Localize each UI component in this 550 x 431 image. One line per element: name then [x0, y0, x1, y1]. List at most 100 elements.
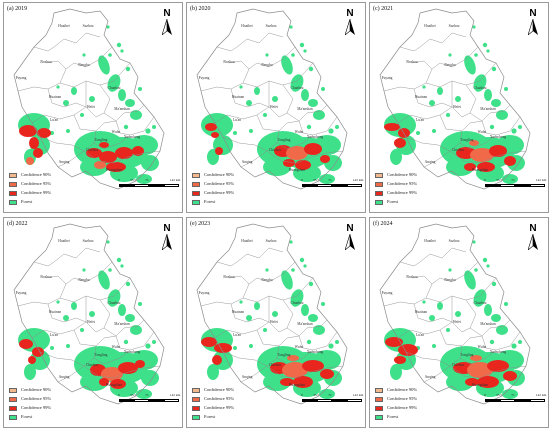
city-label: Bengbu [78, 63, 89, 67]
province-map: Huaibei Suzhou Bozhou Bengbu Fuyang Huainan Ch… [13, 8, 165, 190]
hotspot-patch [477, 376, 499, 388]
legend-item: Confidence 95% [9, 180, 79, 189]
forest-patch [239, 300, 243, 304]
scale-tick-label: 35.5 [312, 178, 320, 182]
city-label: Fuyang [382, 76, 393, 80]
city-border [33, 261, 55, 267]
north-label: N [163, 223, 171, 234]
scale-bar: 0 35.5 71 142 km [118, 178, 180, 192]
legend-label: Confidence 99% [21, 190, 52, 196]
forest-patch [289, 25, 293, 29]
north-arrow-icon: N [526, 224, 540, 250]
scale-segment [119, 184, 134, 187]
forest-patch [321, 87, 325, 91]
forest-patch [272, 96, 278, 102]
hotspot-patch [487, 360, 509, 372]
forest-patch [82, 268, 86, 272]
north-label: N [346, 223, 354, 234]
scale-segment [119, 399, 134, 402]
city-label: Ma'anshan [297, 322, 313, 326]
panel-title: (f) 2024 [373, 221, 393, 227]
scale-segment [332, 184, 347, 187]
city-label: Xuancheng [490, 135, 507, 139]
hotspot-patch [489, 145, 507, 157]
hotspot-patch [135, 360, 145, 368]
scale-tick-label: 35.5 [129, 393, 137, 397]
legend-swatch [375, 200, 383, 205]
legend-label: Confidence 95% [387, 396, 418, 402]
north-arrow-icon: N [160, 9, 174, 35]
hotspot-patch [115, 147, 133, 159]
hotspot-patch [94, 161, 106, 169]
forest-patch [319, 174, 335, 184]
map-panel-2021: Huaibei Suzhou Bozhou Bengbu Fuyang Huainan Ch… [369, 2, 549, 213]
city-border [45, 46, 113, 70]
city-label: Huangshan [106, 383, 122, 387]
scale-segment [332, 399, 347, 402]
legend-item: Forest [192, 413, 262, 422]
forest-patch [416, 131, 420, 135]
legend-swatch [192, 173, 200, 178]
city-border [57, 365, 85, 383]
scale-segment [530, 399, 545, 402]
city-label: Suzhou [266, 24, 277, 28]
forest-patch [496, 110, 508, 120]
city-border [240, 365, 268, 383]
city-border [73, 114, 117, 132]
hotspot-patch [398, 344, 418, 356]
hotspot-patch [132, 146, 144, 156]
forest-patch [472, 25, 476, 29]
city-label: Bozhou [40, 60, 51, 64]
forest-patch [432, 129, 436, 133]
hotspot-patch [394, 138, 406, 148]
legend-swatch [192, 406, 200, 411]
city-label: Chuzhou [291, 301, 304, 305]
forest-patch [464, 270, 476, 290]
forest-patch [502, 174, 518, 184]
forest-patch [390, 149, 402, 165]
forest-patch [446, 113, 450, 117]
hotspot-patch [320, 155, 330, 163]
scale-tick-label: 71 [328, 178, 332, 182]
city-border [256, 329, 300, 347]
map-legend: Confidence 90% Confidence 95% Confidence 9… [9, 386, 79, 422]
city-boundaries [13, 223, 165, 405]
city-label: Bozhou [223, 60, 234, 64]
city-label: Fuyang [199, 291, 210, 295]
legend-item: Forest [192, 198, 262, 207]
hotspot-patch [470, 148, 494, 162]
city-border [276, 130, 314, 150]
forest-patch [308, 281, 314, 287]
forest-patch [308, 66, 314, 72]
panel-title: (c) 2021 [373, 6, 394, 12]
city-label: Bengbu [78, 278, 89, 282]
city-label: Lu'an [233, 118, 241, 122]
forest-patch [319, 389, 335, 399]
city-border [405, 351, 461, 367]
city-label: Huaibei [241, 239, 252, 243]
legend-label: Confidence 95% [204, 181, 235, 187]
forest-patch [518, 340, 522, 344]
city-border [31, 106, 87, 124]
city-border [59, 62, 131, 88]
city-label: Chizhou [86, 363, 98, 367]
scale-tick-label: 71 [511, 393, 515, 397]
city-border [423, 150, 451, 168]
legend-item: Confidence 90% [192, 171, 262, 180]
forest-patch [98, 55, 110, 75]
city-border [85, 296, 105, 333]
north-label: N [346, 8, 354, 19]
forest-patch [511, 128, 517, 134]
hotspot-patch [33, 148, 43, 158]
hotspot-patch [394, 356, 406, 364]
forest-patch [474, 53, 478, 57]
hotspot-patch [295, 160, 311, 170]
forest-patch [89, 311, 95, 317]
city-label: Anqing [242, 160, 253, 164]
forest-patch [422, 300, 426, 304]
forest-patch [455, 96, 461, 102]
forest-patch [254, 302, 260, 310]
city-border [228, 46, 296, 70]
forest-patch [123, 124, 129, 130]
forest-patch [321, 302, 325, 306]
